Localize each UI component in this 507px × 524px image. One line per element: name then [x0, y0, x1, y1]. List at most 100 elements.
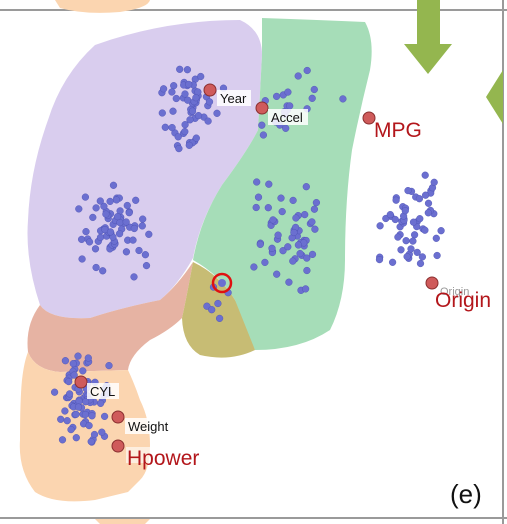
attr-marker-weight[interactable] [111, 410, 125, 424]
data-point [115, 230, 124, 238]
data-point [268, 244, 276, 252]
data-point [296, 250, 304, 258]
data-point [409, 237, 417, 245]
data-point [116, 219, 124, 227]
data-point [102, 210, 110, 218]
data-point [89, 213, 97, 222]
data-point [407, 245, 415, 253]
attr-label-year: Year [220, 91, 247, 106]
data-point [285, 278, 293, 286]
data-point [277, 194, 285, 202]
attr-marker-hpower[interactable] [111, 439, 125, 453]
down-arrow-icon [404, 0, 452, 74]
data-point [135, 246, 143, 255]
data-point [87, 438, 95, 446]
data-point [301, 211, 309, 219]
data-point [205, 98, 214, 106]
data-point [65, 378, 73, 386]
data-point [273, 92, 281, 101]
data-point [72, 410, 80, 418]
attr-marker-origin[interactable] [425, 276, 439, 290]
attr-label-hpower: Hpower [127, 447, 199, 470]
data-point [141, 251, 150, 259]
data-point [176, 65, 184, 73]
attr-marker-cyl[interactable] [74, 375, 88, 389]
attr-label-cyl: CYL [90, 384, 115, 399]
data-point [122, 218, 130, 226]
data-point [216, 314, 224, 323]
data-point [284, 88, 292, 96]
data-point [421, 226, 429, 234]
data-point [418, 253, 427, 261]
data-point [105, 362, 113, 370]
data-point [194, 111, 203, 120]
data-point [250, 263, 258, 271]
data-point [158, 109, 166, 117]
data-point [386, 211, 394, 219]
data-point [92, 204, 100, 212]
data-point [421, 171, 429, 179]
data-point [311, 225, 319, 233]
data-point [67, 426, 75, 434]
data-point [57, 415, 65, 423]
data-point [261, 258, 269, 267]
highlighted-point-ring[interactable] [211, 272, 233, 294]
data-point [98, 428, 106, 436]
data-point [411, 231, 419, 239]
label-bg-accel [268, 109, 308, 125]
attr-marker-year[interactable] [203, 83, 217, 97]
data-point [85, 422, 93, 430]
region-purple [27, 20, 262, 319]
attr-marker-accel[interactable] [255, 101, 269, 115]
data-point [404, 187, 412, 195]
data-point [416, 215, 424, 223]
region-olive [182, 262, 255, 358]
data-point [308, 218, 316, 226]
data-point [100, 412, 109, 421]
data-point [310, 85, 318, 94]
attr-marker-mpg[interactable] [362, 111, 376, 125]
data-point [63, 417, 71, 425]
label-bg-year [217, 90, 251, 106]
data-point [303, 266, 311, 275]
data-point [286, 102, 294, 110]
data-point [279, 247, 287, 255]
data-point [109, 181, 118, 189]
label-bg-cyl [87, 383, 119, 399]
data-point [79, 367, 87, 375]
data-point [81, 410, 90, 419]
data-point [401, 207, 409, 215]
highlighted-point[interactable] [218, 279, 226, 287]
data-point [376, 222, 384, 230]
data-point [96, 233, 105, 242]
label-bg-hpower [126, 447, 168, 463]
data-point [256, 240, 264, 249]
attr-label-origin-shadow: Origin [440, 286, 469, 298]
data-point [132, 196, 140, 204]
data-point [161, 123, 169, 131]
data-point [310, 205, 319, 213]
data-point [185, 141, 193, 149]
data-point [112, 196, 121, 204]
data-point [168, 88, 176, 96]
data-point [302, 285, 310, 293]
attr-label-origin: Origin [435, 289, 491, 312]
data-point [290, 228, 298, 237]
data-point [181, 90, 189, 98]
data-point [186, 116, 194, 124]
data-point [258, 121, 266, 129]
data-point [433, 251, 441, 260]
data-point [416, 259, 425, 268]
data-point [213, 109, 221, 117]
data-point [312, 199, 321, 207]
data-points [50, 65, 445, 446]
data-point [402, 237, 410, 245]
data-point [424, 199, 433, 207]
data-point [130, 224, 138, 233]
data-point [61, 357, 70, 365]
data-point [289, 257, 297, 265]
data-point [61, 407, 69, 415]
data-point [208, 306, 216, 314]
data-point [169, 107, 177, 115]
data-point [269, 216, 277, 224]
